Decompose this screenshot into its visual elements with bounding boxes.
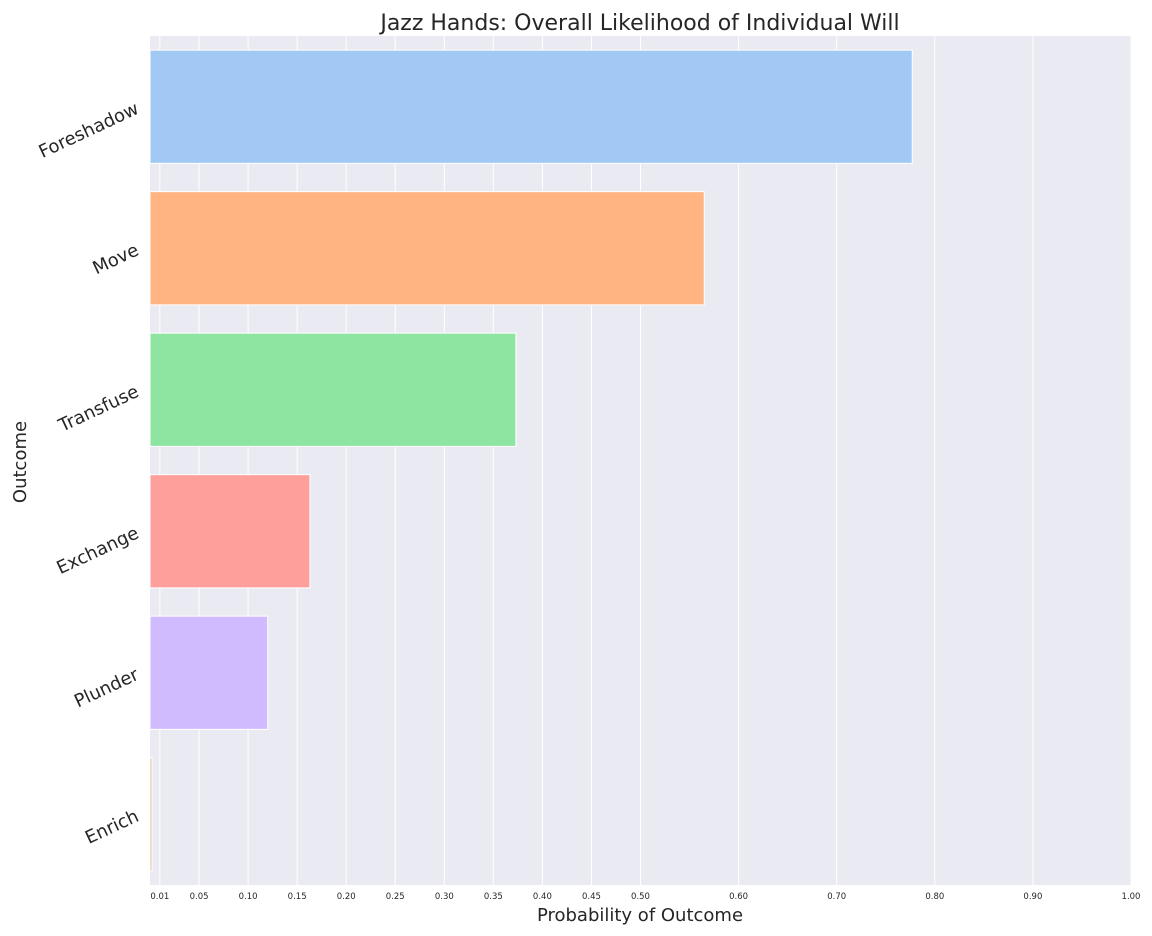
x-tick-label: 1.00 [1122,892,1141,902]
x-tick-label: 0.50 [631,892,650,902]
x-tick-label: 0.45 [582,892,601,902]
y-tick-label: Enrich [82,806,142,849]
bars [149,49,913,872]
grid-lines [159,36,1132,885]
x-tick-label: 0.70 [827,892,846,902]
bar-transfuse [149,332,517,447]
y-axis-label: Outcome [10,421,31,503]
bar-plunder [149,615,269,730]
x-tick-label: 0.90 [1023,892,1042,902]
bar-foreshadow [149,49,913,164]
x-tick-label: 0.20 [337,892,356,902]
x-axis-ticks: 0.01 0.05 0.10 0.15 0.20 0.25 0.30 0.35 0.40 0.45… [150,892,1140,902]
x-tick-label: 0.05 [190,892,209,902]
bar-enrich [149,757,153,872]
y-axis-categories: Foreshadow Move Transfuse Exchange Plunder En… [36,98,143,848]
x-tick-label: 0.60 [729,892,748,902]
y-tick-label: Move [89,240,142,279]
y-tick-label: Transfuse [55,381,143,437]
x-axis-label: Probability of Outcome [537,905,743,926]
x-tick-label: 0.01 [150,892,169,902]
x-tick-label: 0.30 [435,892,454,902]
x-tick-label: 0.40 [533,892,552,902]
bar-exchange [149,474,311,589]
y-tick-label: Exchange [54,523,143,579]
x-tick-label: 0.15 [288,892,307,902]
x-tick-label: 0.10 [239,892,258,902]
x-tick-label: 0.35 [484,892,503,902]
x-tick-label: 0.80 [925,892,944,902]
x-tick-label: 0.25 [386,892,405,902]
y-tick-label: Foreshadow [36,98,143,163]
y-tick-label: Plunder [71,664,143,712]
chart-title: Jazz Hands: Overall Likelihood of Indivi… [378,11,899,36]
bar-move [149,191,705,306]
